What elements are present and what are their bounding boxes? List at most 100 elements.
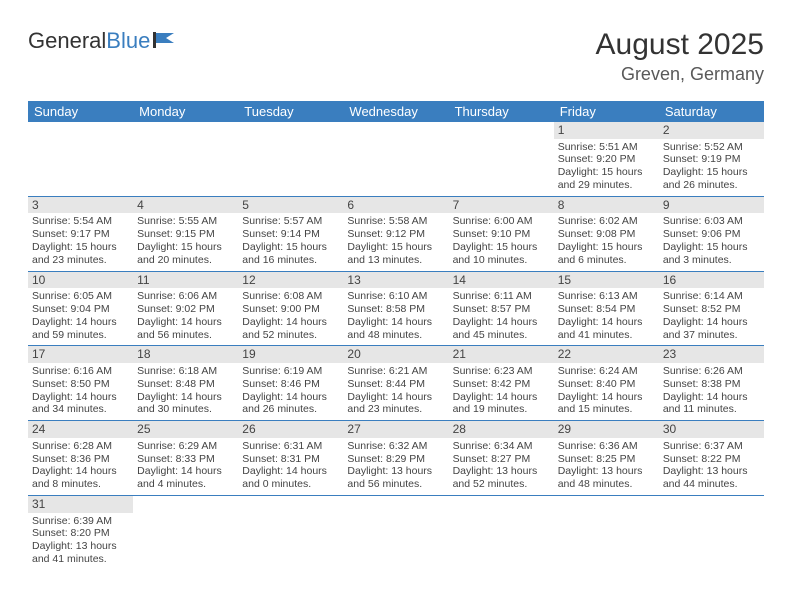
- day-info-line: and 0 minutes.: [242, 478, 339, 491]
- day-info-line: Sunrise: 5:52 AM: [663, 141, 760, 154]
- day-info-line: Daylight: 14 hours: [137, 465, 234, 478]
- day-info-line: Sunset: 9:10 PM: [453, 228, 550, 241]
- empty-cell: [28, 122, 133, 196]
- day-info-line: Sunset: 8:20 PM: [32, 527, 129, 540]
- day-info-line: Sunset: 8:27 PM: [453, 453, 550, 466]
- day-number: 12: [238, 272, 343, 289]
- day-info-line: and 30 minutes.: [137, 403, 234, 416]
- day-info-line: Daylight: 14 hours: [242, 316, 339, 329]
- logo-text-1: General: [28, 28, 106, 54]
- day-info-line: Sunset: 9:08 PM: [558, 228, 655, 241]
- empty-cell: [133, 496, 238, 570]
- day-info-line: Sunset: 9:19 PM: [663, 153, 760, 166]
- day-info-line: and 48 minutes.: [558, 478, 655, 491]
- day-number: 6: [343, 197, 448, 214]
- day-info-line: Sunrise: 5:55 AM: [137, 215, 234, 228]
- empty-cell: [659, 496, 764, 570]
- day-info-line: Sunset: 8:25 PM: [558, 453, 655, 466]
- day-info-line: Daylight: 15 hours: [453, 241, 550, 254]
- day-header: Saturday: [659, 101, 764, 122]
- day-info-line: Sunset: 9:02 PM: [137, 303, 234, 316]
- day-info-line: and 44 minutes.: [663, 478, 760, 491]
- day-info-line: Sunrise: 5:57 AM: [242, 215, 339, 228]
- day-cell: 23Sunrise: 6:26 AMSunset: 8:38 PMDayligh…: [659, 346, 764, 420]
- day-info-line: Daylight: 14 hours: [663, 316, 760, 329]
- day-info-line: Daylight: 14 hours: [558, 391, 655, 404]
- day-info-line: Sunrise: 6:39 AM: [32, 515, 129, 528]
- day-info-line: Daylight: 14 hours: [242, 391, 339, 404]
- day-info-line: and 26 minutes.: [663, 179, 760, 192]
- day-info-line: Daylight: 13 hours: [558, 465, 655, 478]
- day-info-line: Sunset: 9:04 PM: [32, 303, 129, 316]
- day-info-line: Daylight: 14 hours: [32, 465, 129, 478]
- day-cell: 25Sunrise: 6:29 AMSunset: 8:33 PMDayligh…: [133, 421, 238, 495]
- day-number: 1: [554, 122, 659, 139]
- day-info-line: and 3 minutes.: [663, 254, 760, 267]
- day-info-line: Daylight: 13 hours: [347, 465, 444, 478]
- day-info-line: Sunrise: 6:06 AM: [137, 290, 234, 303]
- day-info-line: Sunset: 8:50 PM: [32, 378, 129, 391]
- day-header: Thursday: [449, 101, 554, 122]
- day-number: 31: [28, 496, 133, 513]
- day-cell: 16Sunrise: 6:14 AMSunset: 8:52 PMDayligh…: [659, 272, 764, 346]
- day-info-line: and 23 minutes.: [32, 254, 129, 267]
- day-header: Wednesday: [343, 101, 448, 122]
- day-info-line: and 56 minutes.: [347, 478, 444, 491]
- day-number: 11: [133, 272, 238, 289]
- day-info-line: and 34 minutes.: [32, 403, 129, 416]
- day-info-line: Sunrise: 6:10 AM: [347, 290, 444, 303]
- day-info-line: Daylight: 15 hours: [558, 241, 655, 254]
- day-number: 27: [343, 421, 448, 438]
- empty-cell: [238, 496, 343, 570]
- day-number: 13: [343, 272, 448, 289]
- day-cell: 13Sunrise: 6:10 AMSunset: 8:58 PMDayligh…: [343, 272, 448, 346]
- day-info-line: Daylight: 15 hours: [242, 241, 339, 254]
- day-info-line: Sunset: 9:00 PM: [242, 303, 339, 316]
- logo-text-2: Blue: [106, 28, 150, 54]
- day-info-line: and 52 minutes.: [453, 478, 550, 491]
- day-info-line: Daylight: 15 hours: [663, 166, 760, 179]
- day-info-line: Sunrise: 6:14 AM: [663, 290, 760, 303]
- day-info-line: Daylight: 14 hours: [137, 391, 234, 404]
- flag-icon: [152, 30, 178, 50]
- week-row: 1Sunrise: 5:51 AMSunset: 9:20 PMDaylight…: [28, 122, 764, 197]
- day-info-line: Daylight: 13 hours: [663, 465, 760, 478]
- day-info-line: Sunrise: 6:19 AM: [242, 365, 339, 378]
- day-info-line: Sunset: 8:52 PM: [663, 303, 760, 316]
- day-info-line: Daylight: 14 hours: [453, 391, 550, 404]
- day-number: 28: [449, 421, 554, 438]
- day-info-line: Sunset: 9:14 PM: [242, 228, 339, 241]
- day-number: 19: [238, 346, 343, 363]
- day-info-line: Sunset: 8:40 PM: [558, 378, 655, 391]
- day-info-line: and 59 minutes.: [32, 329, 129, 342]
- day-cell: 2Sunrise: 5:52 AMSunset: 9:19 PMDaylight…: [659, 122, 764, 196]
- empty-cell: [343, 122, 448, 196]
- day-number: 4: [133, 197, 238, 214]
- empty-cell: [449, 122, 554, 196]
- day-number: 15: [554, 272, 659, 289]
- day-info-line: and 37 minutes.: [663, 329, 760, 342]
- day-cell: 12Sunrise: 6:08 AMSunset: 9:00 PMDayligh…: [238, 272, 343, 346]
- day-info-line: Sunrise: 6:02 AM: [558, 215, 655, 228]
- day-info-line: Daylight: 15 hours: [663, 241, 760, 254]
- day-cell: 17Sunrise: 6:16 AMSunset: 8:50 PMDayligh…: [28, 346, 133, 420]
- day-info-line: and 56 minutes.: [137, 329, 234, 342]
- day-header: Tuesday: [238, 101, 343, 122]
- day-cell: 29Sunrise: 6:36 AMSunset: 8:25 PMDayligh…: [554, 421, 659, 495]
- day-info-line: Daylight: 14 hours: [32, 391, 129, 404]
- day-info-line: and 48 minutes.: [347, 329, 444, 342]
- day-number: 16: [659, 272, 764, 289]
- day-cell: 22Sunrise: 6:24 AMSunset: 8:40 PMDayligh…: [554, 346, 659, 420]
- day-info-line: Sunrise: 5:51 AM: [558, 141, 655, 154]
- day-info-line: and 4 minutes.: [137, 478, 234, 491]
- day-info-line: and 29 minutes.: [558, 179, 655, 192]
- logo: GeneralBlue: [28, 28, 178, 54]
- day-info-line: Sunset: 9:17 PM: [32, 228, 129, 241]
- day-cell: 5Sunrise: 5:57 AMSunset: 9:14 PMDaylight…: [238, 197, 343, 271]
- day-cell: 28Sunrise: 6:34 AMSunset: 8:27 PMDayligh…: [449, 421, 554, 495]
- day-number: 23: [659, 346, 764, 363]
- day-header: Friday: [554, 101, 659, 122]
- day-cell: 8Sunrise: 6:02 AMSunset: 9:08 PMDaylight…: [554, 197, 659, 271]
- day-cell: 31Sunrise: 6:39 AMSunset: 8:20 PMDayligh…: [28, 496, 133, 570]
- day-number: 3: [28, 197, 133, 214]
